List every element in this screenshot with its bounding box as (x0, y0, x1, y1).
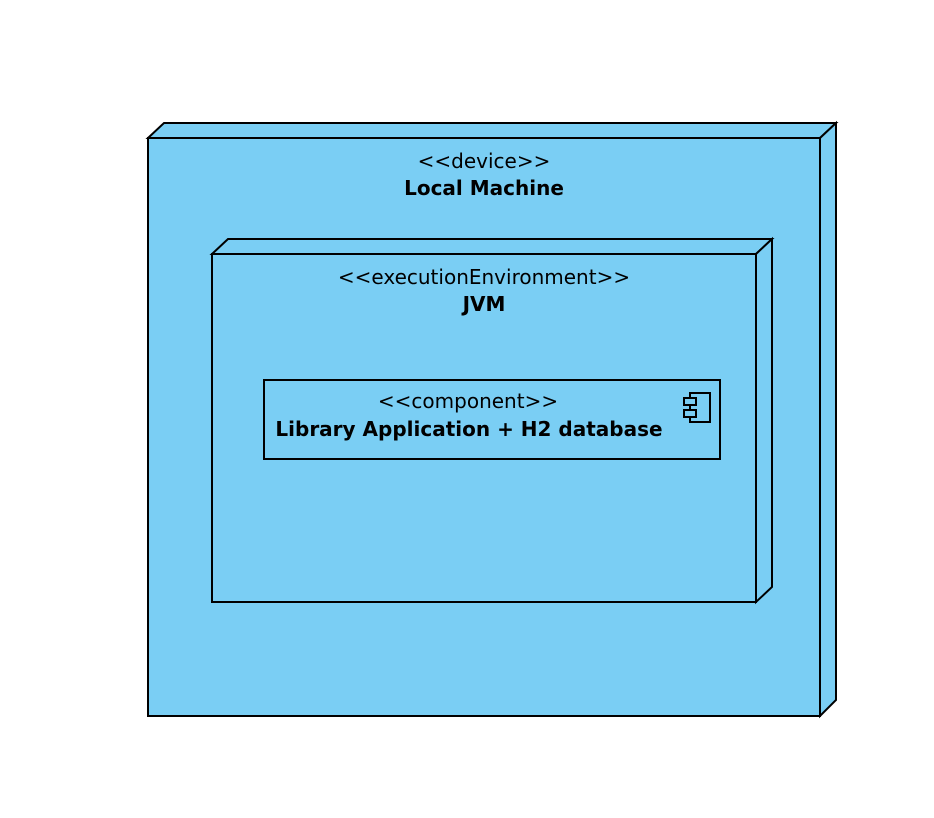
device-node-top-face (145, 122, 839, 139)
environment-name: JVM (461, 292, 506, 316)
device-name: Local Machine (404, 176, 564, 200)
device-node-side-face (819, 120, 837, 719)
uml-component-icon (683, 392, 711, 423)
component-stereotype: <<component>> (378, 389, 558, 413)
component-name: Library Application + H2 database (275, 417, 662, 441)
component-library-application[interactable]: <<component>> Library Application + H2 d… (263, 379, 721, 460)
device-stereotype: <<device>> (418, 149, 551, 173)
component-box (263, 379, 721, 460)
environment-node-side-face (755, 236, 773, 605)
environment-node-top-face (209, 238, 775, 255)
environment-stereotype: <<executionEnvironment>> (338, 265, 630, 289)
